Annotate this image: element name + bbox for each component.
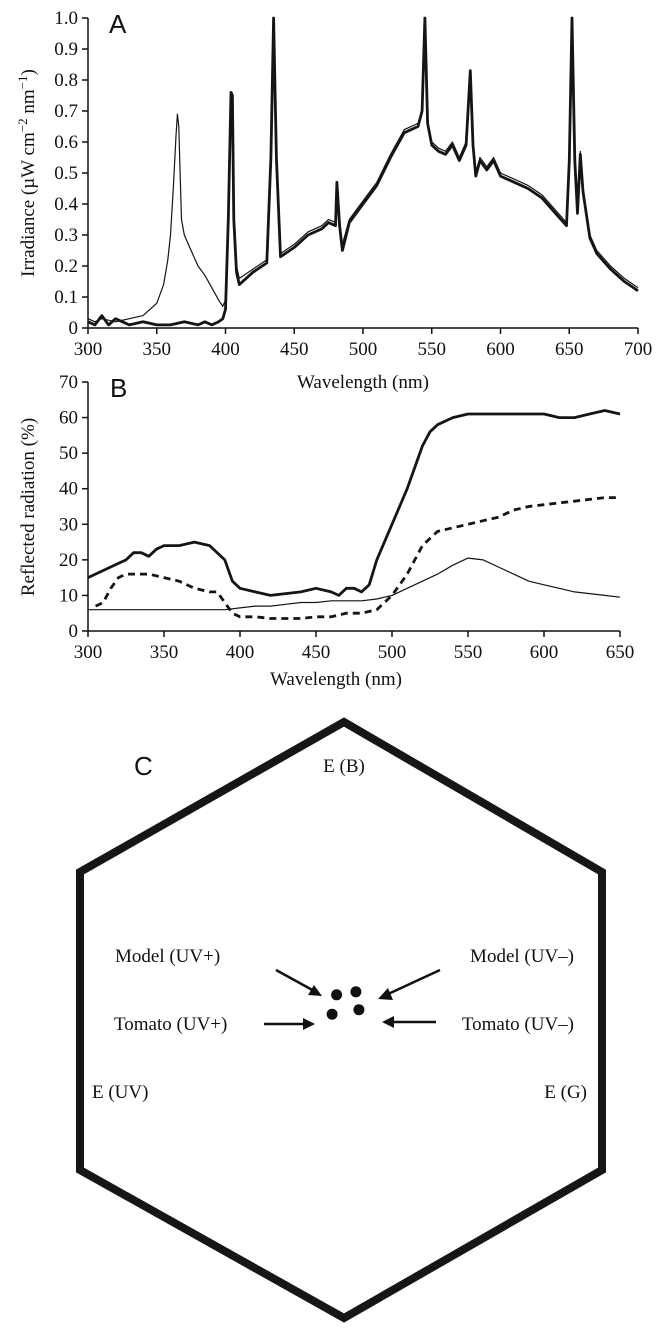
x-tick-label: 600 [530,642,559,663]
hexagon-point-labels: Model (UV+) Model (UV–) Tomato (UV+) Tom… [114,946,574,1035]
vertex-label-uv: E (UV) [92,1082,148,1103]
point-label-tomato-uv-minus: Tomato (UV–) [462,1014,574,1035]
y-tick-label: 0.7 [54,101,78,122]
panel-a-y-axis-title: Irradiance (µW cm−2 nm−1) [15,69,39,277]
panel-b: B 300 350 400 450 500 550 600 650 0 10 20 30 40 50 60… [18,372,634,690]
arrowhead-model-uv-minus [378,988,393,1000]
point-2 [326,1008,338,1020]
point-label-model-uv-plus: Model (UV+) [115,946,220,967]
y-tick-label: 20 [59,550,78,571]
panel-a-y-title-part2: nm [18,89,39,118]
y-tick-label: 1.0 [54,8,78,29]
series-line-thin [88,557,621,611]
point-1 [350,986,362,998]
x-tick-label: 350 [143,339,172,360]
vertex-label-green: E (G) [544,1082,587,1103]
x-tick-label: 600 [486,339,515,360]
hexagon-arrows [264,968,441,1030]
panel-a-y-title-part3: ) [18,69,39,75]
x-tick-label: 650 [555,339,584,360]
panel-a-y-ticks: 0 0.1 0.2 0.3 0.4 0.5 0.6 0.7 0.8 0.9 1.0 [54,8,88,339]
y-tick-label: 70 [59,372,78,393]
y-tick-label: 0.6 [54,132,78,153]
x-tick-label: 700 [624,339,653,360]
panel-b-x-axis-title: Wavelength (nm) [270,669,402,690]
x-tick-label: 450 [280,339,309,360]
panel-a-plot-area [88,18,638,328]
y-tick-label: 30 [59,514,78,535]
x-tick-label: 550 [454,642,483,663]
panel-b-y-axis-title: Reflected radiation (%) [18,418,39,596]
point-3 [353,1004,365,1016]
x-tick-label: 550 [418,339,447,360]
color-hexagon [76,717,606,1323]
panel-b-y-ticks: 0 10 20 30 40 50 60 70 [59,372,88,642]
x-tick-label: 400 [226,642,255,663]
panel-b-letter: B [110,373,127,403]
y-tick-label: 0.4 [54,194,78,215]
arrow-model-uv-plus [275,968,317,994]
y-tick-label: 0.5 [54,163,78,184]
arrowhead-tomato-uv-plus [303,1018,315,1030]
y-tick-label: 0.3 [54,225,78,246]
panel-a-y-title-sup1: −2 [15,118,30,132]
point-label-tomato-uv-plus: Tomato (UV+) [114,1014,227,1035]
panel-a-y-title-sup2: −1 [15,76,30,90]
panel-c: C E (B) E (UV) E (G) Model (UV+) Model (… [76,717,606,1323]
y-tick-label: 0.2 [54,256,78,277]
y-tick-label: 10 [59,585,78,606]
series-line-dashed [95,496,620,620]
panel-c-letter: C [134,751,153,781]
y-tick-label: 50 [59,443,78,464]
y-tick-label: 0.1 [54,287,78,308]
y-tick-label: 60 [59,408,78,429]
arrow-model-uv-minus [385,968,441,997]
x-tick-label: 450 [302,642,331,663]
point-label-model-uv-minus: Model (UV–) [470,946,574,967]
y-tick-label: 0.9 [54,39,78,60]
point-0 [331,989,343,1001]
y-tick-label: 0 [69,621,79,642]
panel-b-series [87,409,621,620]
vertex-label-blue: E (B) [323,756,365,777]
x-tick-label: 400 [211,339,240,360]
x-tick-label: 300 [74,339,103,360]
panel-a: A 300 350 400 450 500 550 600 650 700 0 0.1 0.2 0.3… [15,8,652,393]
arrowhead-tomato-uv-minus [382,1016,394,1028]
panel-a-letter: A [109,9,127,39]
panel-a-series [87,16,639,327]
x-tick-label: 300 [74,642,103,663]
x-tick-label: 350 [150,642,179,663]
x-tick-label: 500 [349,339,378,360]
x-tick-label: 650 [606,642,635,663]
series-line-thick [87,16,639,327]
series-line-thick [87,409,621,597]
y-tick-label: 40 [59,479,78,500]
panel-a-x-axis-title: Wavelength (nm) [297,372,429,393]
panel-b-x-ticks: 300 350 400 450 500 550 600 650 [74,631,635,663]
hexagon-points [326,986,365,1020]
x-tick-label: 500 [378,642,407,663]
panel-a-x-ticks: 300 350 400 450 500 550 600 650 700 [74,328,653,360]
series-line-thin [87,17,639,323]
panel-a-y-title-part1: Irradiance (µW cm [18,132,39,277]
y-tick-label: 0 [69,318,79,339]
arrowhead-model-uv-plus [308,985,322,996]
y-tick-label: 0.8 [54,70,78,91]
